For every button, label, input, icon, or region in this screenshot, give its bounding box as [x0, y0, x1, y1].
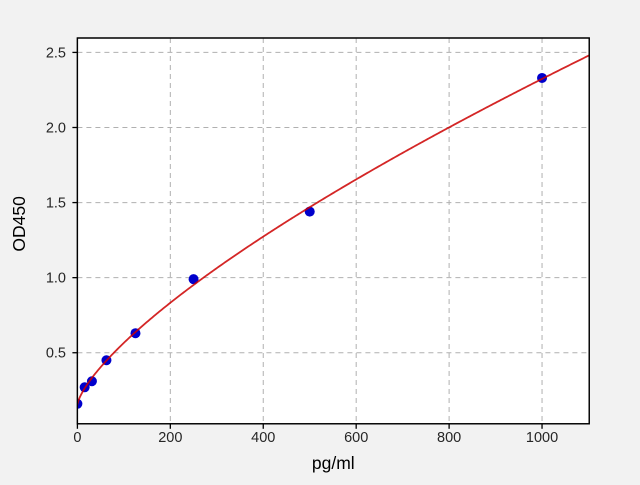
svg-text:2.5: 2.5 — [46, 45, 66, 61]
svg-text:1.0: 1.0 — [46, 271, 66, 287]
svg-text:0.5: 0.5 — [46, 346, 66, 362]
svg-text:800: 800 — [437, 430, 461, 446]
svg-text:0: 0 — [73, 430, 81, 446]
svg-text:600: 600 — [344, 430, 368, 446]
svg-text:1000: 1000 — [526, 430, 558, 446]
svg-text:pg/ml: pg/ml — [312, 453, 355, 473]
svg-text:400: 400 — [251, 430, 275, 446]
svg-text:2.0: 2.0 — [46, 121, 66, 137]
svg-text:200: 200 — [158, 430, 182, 446]
svg-text:OD450: OD450 — [9, 196, 29, 252]
svg-text:1.5: 1.5 — [46, 196, 66, 212]
